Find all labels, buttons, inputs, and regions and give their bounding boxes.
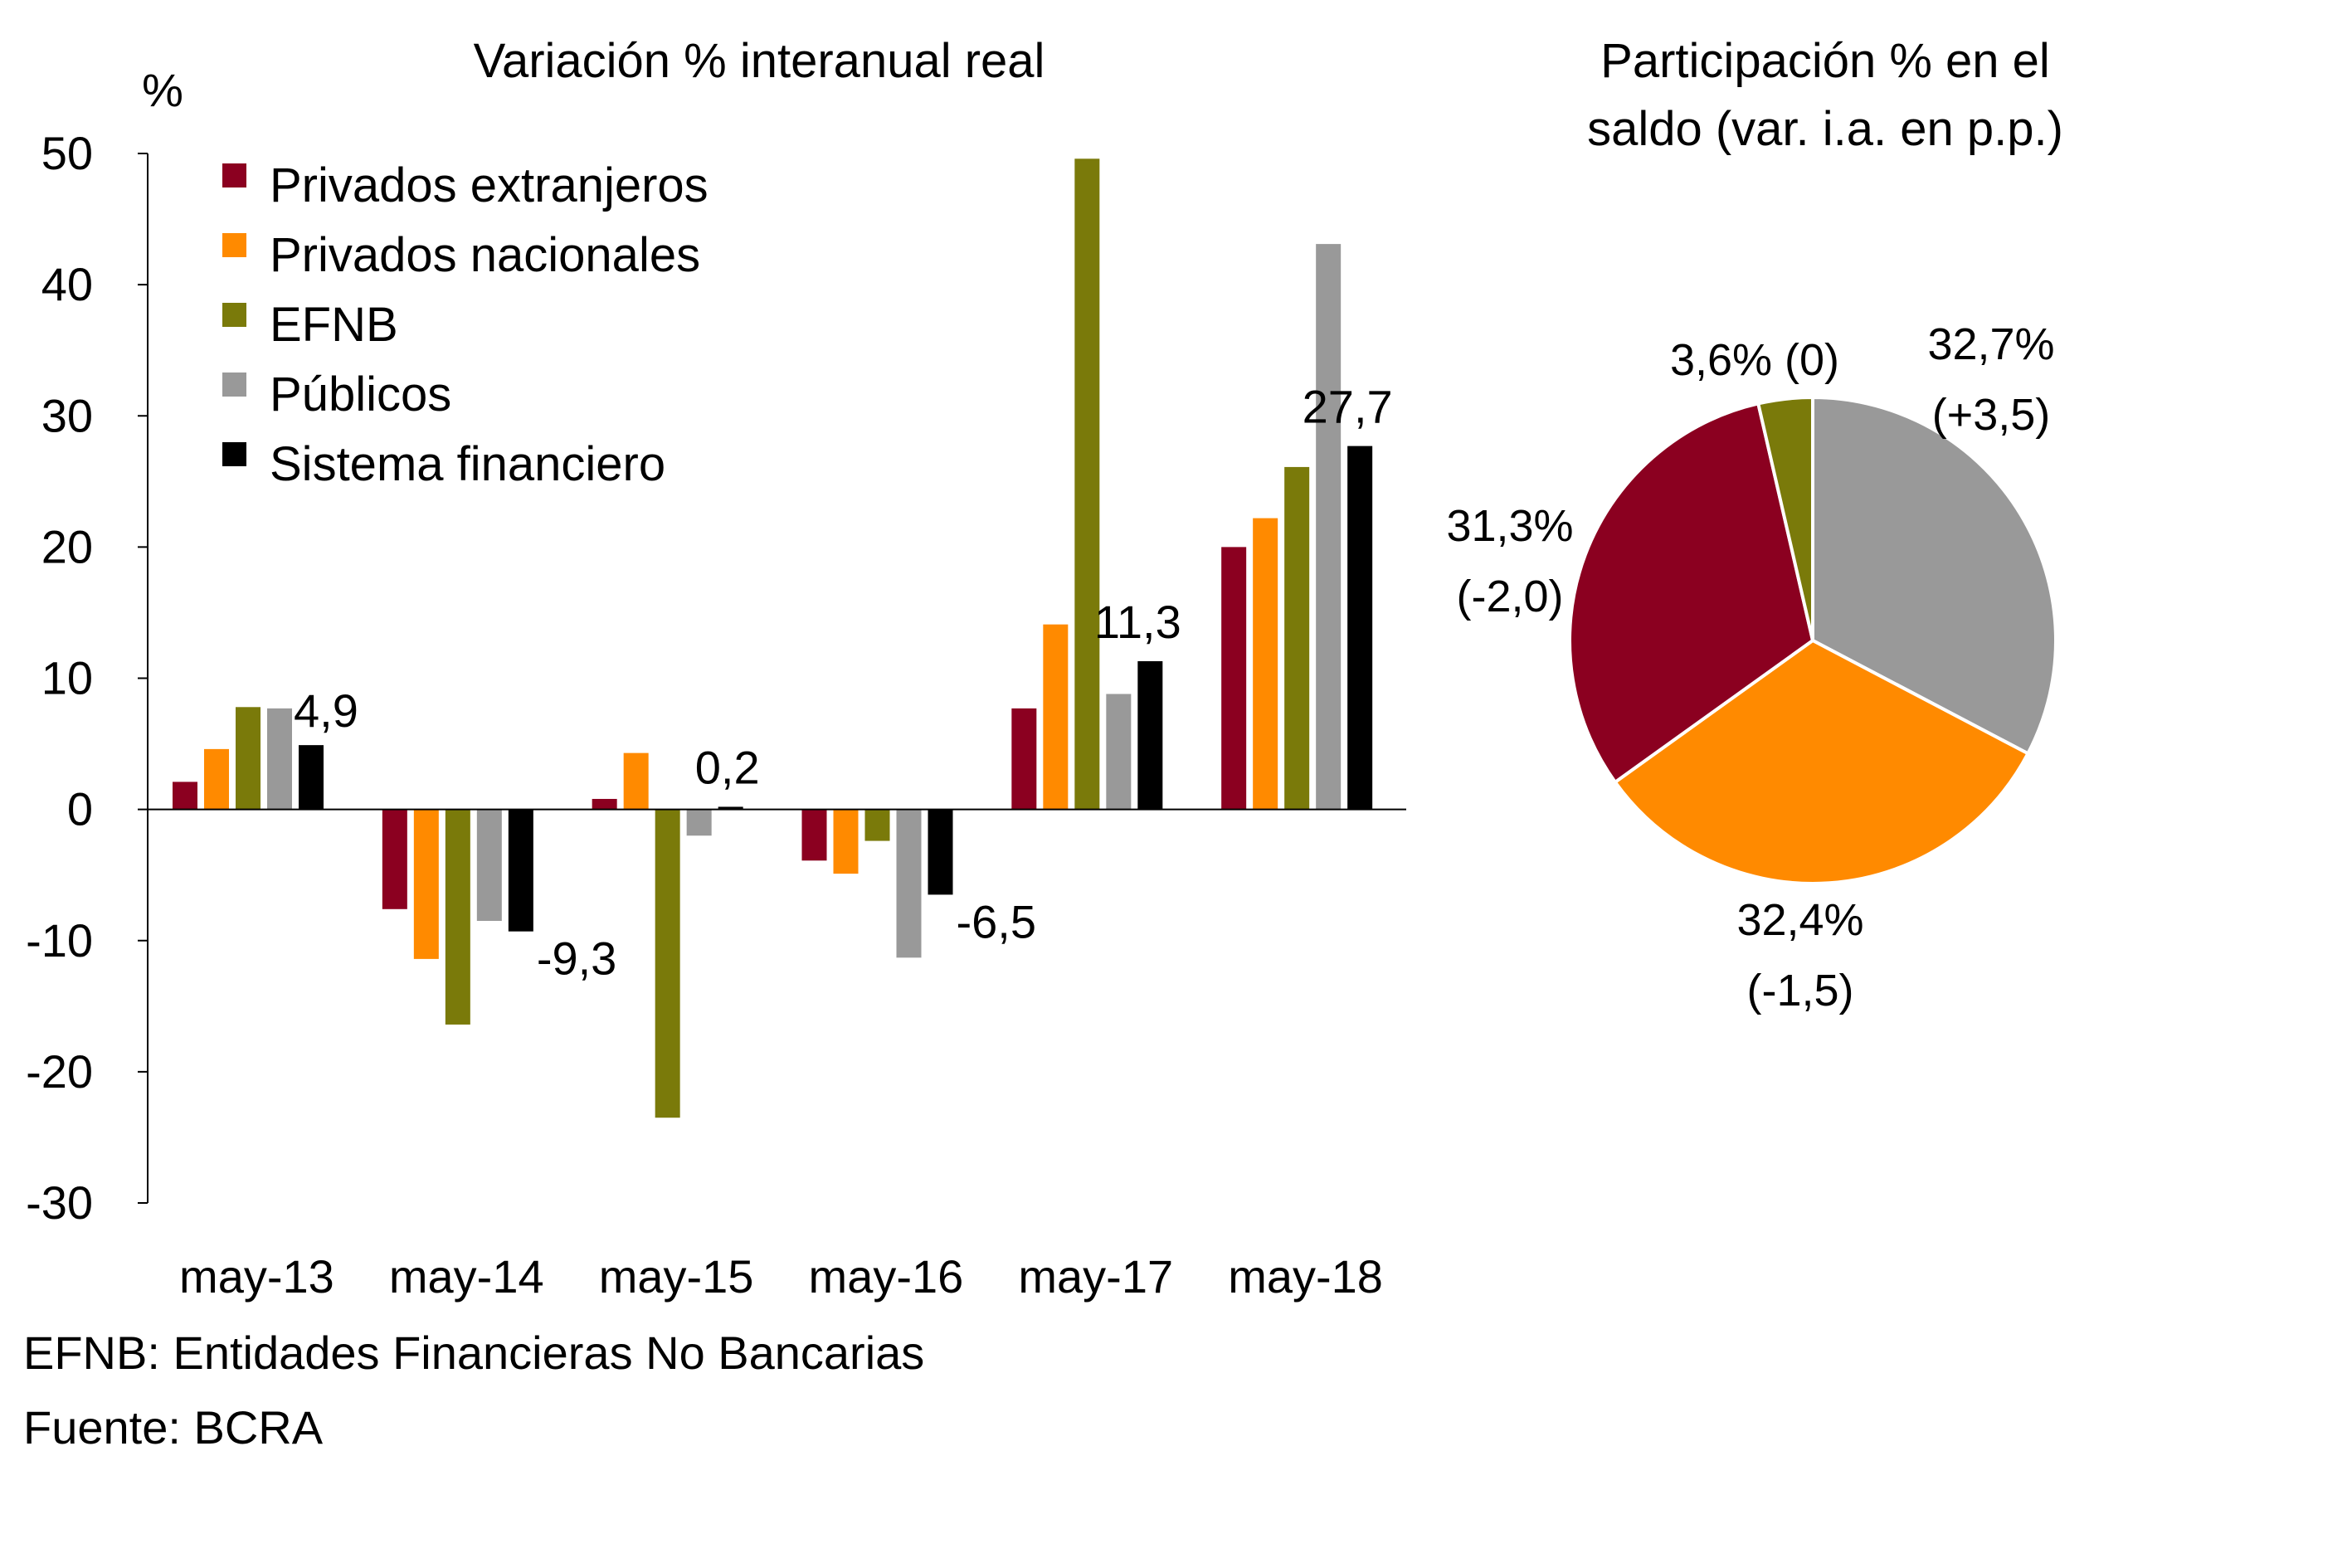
bar-efnb-may-17 <box>1074 158 1100 810</box>
pie-label-nacionales-change: (-1,5) <box>1746 966 1853 1015</box>
legend-label-privados-extranjeros: Privados extranjeros <box>270 158 709 212</box>
pie-label-publicos-change: (+3,5) <box>1932 390 2051 440</box>
bar-sistema-financiero-may-18 <box>1347 446 1373 810</box>
bar-efnb-may-15 <box>655 809 680 1118</box>
legend: Privados extranjeros Privados nacionales E… <box>222 158 709 491</box>
pie-slice-group <box>1568 396 2057 885</box>
pie-label-group: 32,7% (+3,5) 32,4% (-1,5) 31,3% (-2,0) 3… <box>1446 319 2054 1015</box>
data-label-may-17: 11,3 <box>1094 596 1181 648</box>
bar-publicos-may-17 <box>1106 694 1132 810</box>
bar-efnb-may-13 <box>236 707 261 810</box>
pie-title-line-2: saldo (var. i.a. en p.p.) <box>1587 102 2063 156</box>
y-tick-label: 40 <box>41 258 93 310</box>
legend-swatch-privados-extranjeros <box>222 163 246 187</box>
y-tick-label: 20 <box>41 520 93 572</box>
bar-privados-nacionales-may-15 <box>623 752 649 810</box>
bar-privados-extranjeros-may-14 <box>382 809 407 909</box>
bar-efnb-may-16 <box>864 809 890 841</box>
x-tick-label-may-15: may-15 <box>599 1250 754 1303</box>
x-tick-label-may-18: may-18 <box>1228 1250 1383 1303</box>
bar-sistema-financiero-may-15 <box>718 806 743 810</box>
pie-slice-privados-extranjeros <box>1568 402 1814 784</box>
pie-slice-publicos <box>1811 396 2057 756</box>
y-axis-unit-label: % <box>142 64 183 116</box>
bar-privados-extranjeros-may-16 <box>801 809 827 861</box>
bar-sistema-financiero-may-13 <box>299 745 324 810</box>
y-axis: 50 40 30 20 10 0 -10 -20 -30 <box>26 127 149 1229</box>
bar-publicos-may-16 <box>896 809 922 958</box>
legend-label-privados-nacionales: Privados nacionales <box>270 228 700 282</box>
y-tick-label: -20 <box>26 1045 93 1098</box>
footnotes: EFNB: Entidades Financieras No Bancarias… <box>23 1327 924 1454</box>
x-tick-label-may-14: may-14 <box>389 1250 544 1303</box>
bar-privados-extranjeros-may-18 <box>1221 547 1247 810</box>
pie-slice-efnb <box>1756 396 1814 642</box>
legend-label-sistema-financiero: Sistema financiero <box>270 437 665 491</box>
legend-swatch-efnb <box>222 303 246 327</box>
pie-label-extranjeros-pct: 31,3% <box>1446 501 1573 551</box>
legend-label-publicos: Públicos <box>270 368 451 421</box>
bar-efnb-may-14 <box>445 809 470 1025</box>
bar-privados-nacionales-may-14 <box>413 809 439 959</box>
pie-slice-privados-nacionales <box>1613 639 2030 885</box>
footnote-efnb: EFNB: Entidades Financieras No Bancarias <box>23 1327 924 1379</box>
bar-publicos-may-18 <box>1316 244 1342 810</box>
legend-swatch-sistema-financiero <box>222 442 246 466</box>
y-tick-label: 0 <box>67 783 93 835</box>
data-label-may-18: 27,7 <box>1303 381 1393 433</box>
bar-publicos-may-15 <box>686 809 712 836</box>
y-tick-label: -30 <box>26 1176 93 1229</box>
pie-label-nacionales-pct: 32,4% <box>1736 895 1863 945</box>
bar-chart: Variación % interanual real % 50 40 30 20 10… <box>26 34 1406 1303</box>
pie-label-efnb: 3,6% (0) <box>1670 335 1839 385</box>
data-label-may-13: 4,9 <box>294 684 358 737</box>
data-label-may-14: -9,3 <box>537 933 617 985</box>
bar-privados-extranjeros-may-15 <box>592 798 617 810</box>
x-tick-label-may-16: may-16 <box>809 1250 964 1303</box>
pie-title-line-1: Participación % en el <box>1600 34 2050 88</box>
bar-efnb-may-18 <box>1284 466 1310 810</box>
legend-swatch-privados-nacionales <box>222 233 246 257</box>
bar-privados-extranjeros-may-13 <box>173 782 197 810</box>
bar-publicos-may-14 <box>476 809 502 922</box>
bar-sistema-financiero-may-14 <box>508 809 533 932</box>
legend-label-efnb: EFNB <box>270 298 398 352</box>
pie-label-publicos-pct: 32,7% <box>1927 319 2054 369</box>
bar-privados-extranjeros-may-17 <box>1011 708 1037 810</box>
bar-privados-nacionales-may-13 <box>204 748 229 810</box>
bar-privados-nacionales-may-17 <box>1043 624 1069 810</box>
bar-privados-nacionales-may-18 <box>1253 518 1278 810</box>
bar-chart-title: Variación % interanual real <box>474 34 1045 88</box>
pie-label-extranjeros-change: (-2,0) <box>1456 572 1563 621</box>
y-tick-label: 50 <box>41 127 93 179</box>
data-label-group: 4,9 -9,3 0,2 -6,5 11,3 27,7 <box>294 381 1393 985</box>
data-label-may-15: 0,2 <box>695 741 760 793</box>
y-tick-label: 10 <box>41 652 93 704</box>
legend-swatch-publicos <box>222 373 246 397</box>
bar-publicos-may-13 <box>267 708 292 810</box>
footnote-source: Fuente: BCRA <box>23 1401 324 1454</box>
x-axis-tick-labels: may-13 may-14 may-15 may-16 may-17 may-18 <box>179 1250 1383 1303</box>
bar-series-group <box>173 158 1373 1118</box>
x-tick-label-may-13: may-13 <box>179 1250 334 1303</box>
pie-chart: Participación % en el saldo (var. i.a. e… <box>1446 34 2062 1015</box>
y-tick-label: -10 <box>26 914 93 967</box>
data-label-may-16: -6,5 <box>957 895 1037 947</box>
bar-sistema-financiero-may-16 <box>928 809 953 895</box>
bar-privados-nacionales-may-16 <box>833 809 859 874</box>
x-tick-label-may-17: may-17 <box>1018 1250 1173 1303</box>
y-tick-label: 30 <box>41 389 93 441</box>
bar-sistema-financiero-may-17 <box>1137 660 1163 810</box>
